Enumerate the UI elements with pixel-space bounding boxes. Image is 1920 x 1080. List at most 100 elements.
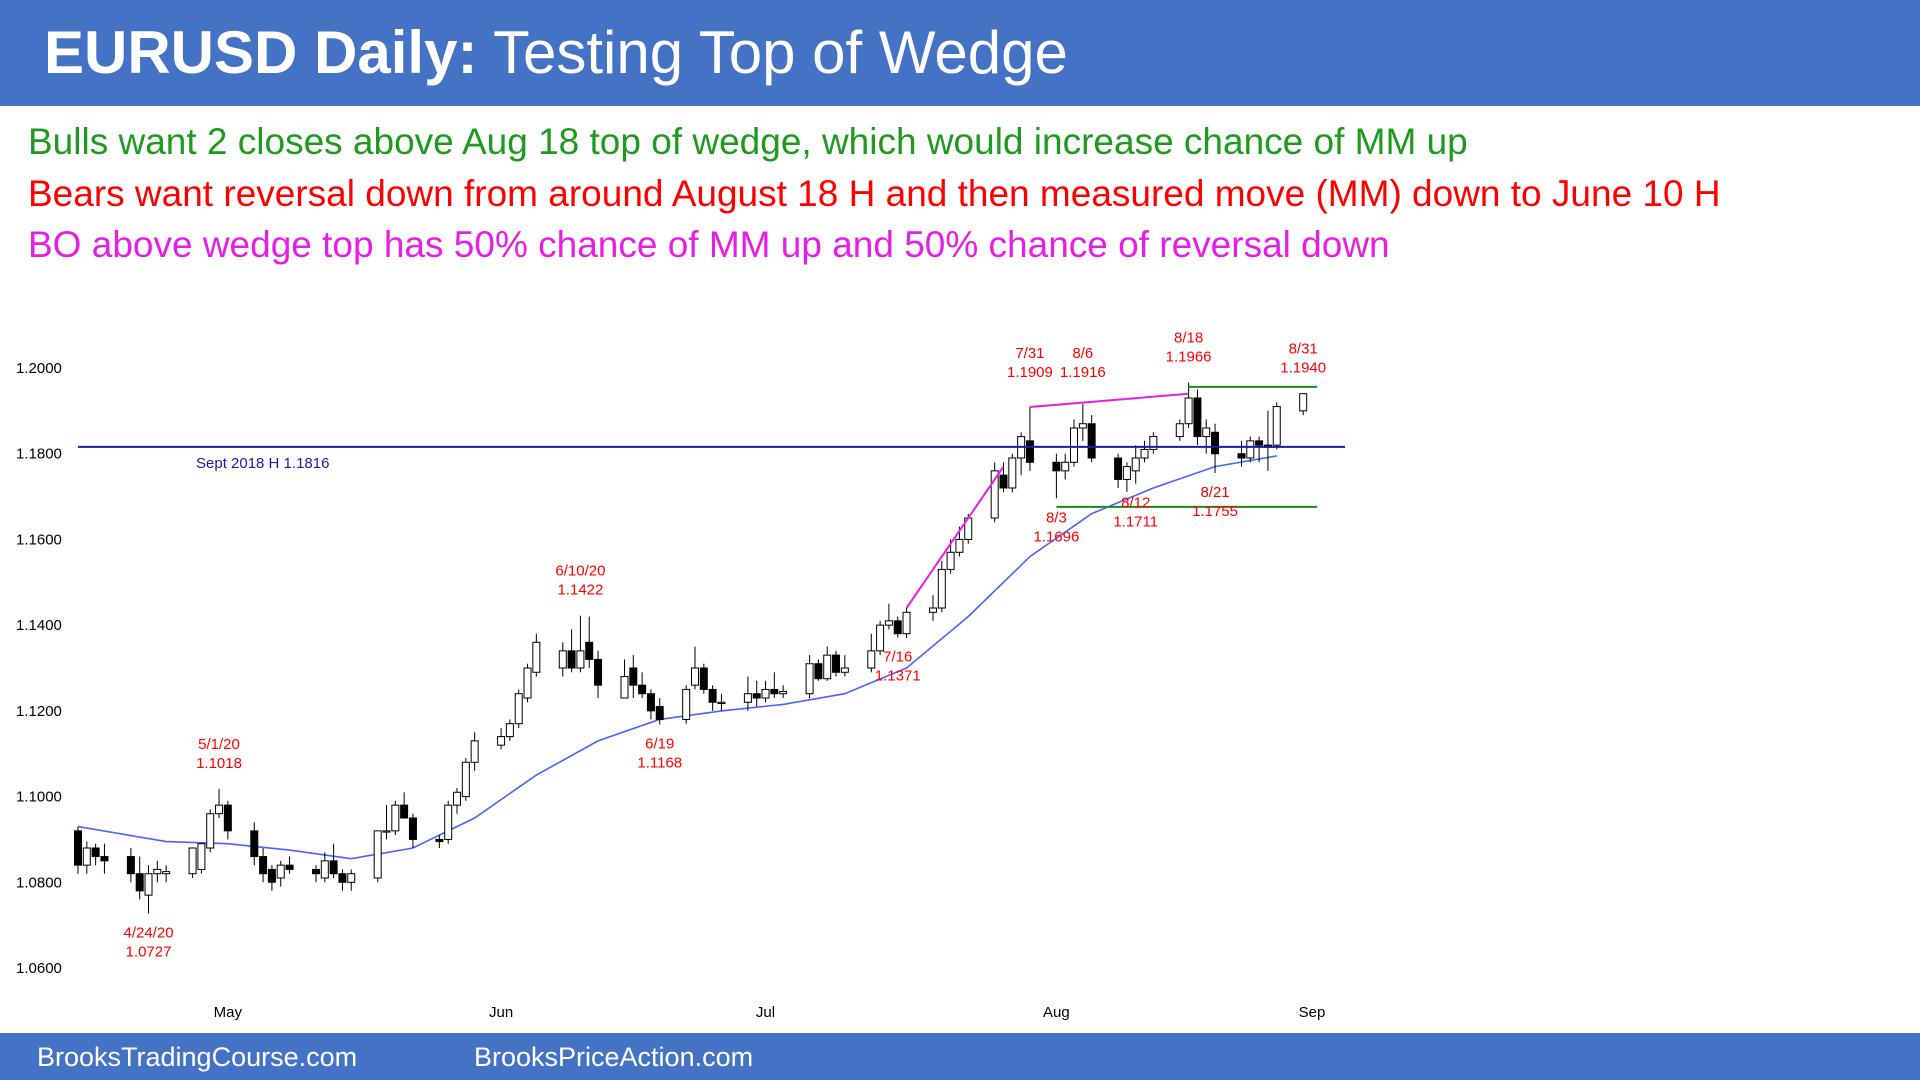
candle (1017, 432, 1026, 476)
candle-body (691, 667, 699, 686)
candle (162, 865, 171, 883)
candle (1131, 445, 1140, 484)
price-annotation: 7/31 1.1909 (1007, 345, 1053, 381)
price-annotation: 6/10/20 1.1422 (555, 563, 605, 599)
candle-body (223, 804, 232, 832)
candle (805, 655, 814, 698)
candle (743, 676, 752, 711)
candle-body (823, 654, 832, 680)
candle-body (259, 856, 268, 875)
annotation-price: 1.1755 (1192, 503, 1238, 520)
candle (1052, 453, 1061, 499)
annotation-price: 1.1168 (637, 755, 682, 772)
wedge-trendline (905, 466, 1005, 609)
candle (382, 805, 391, 840)
candle (505, 719, 514, 741)
candle-body (1184, 397, 1193, 425)
candle (135, 856, 144, 900)
candle (347, 869, 356, 891)
candle (435, 835, 444, 848)
candle (320, 852, 329, 883)
annotation-date: 8/18 (1174, 330, 1203, 347)
candle (206, 809, 215, 853)
candle-body (285, 864, 294, 870)
candle (928, 595, 937, 621)
annotation-date: 5/1/20 (198, 736, 240, 753)
price-annotation: 6/19 1.1168 (637, 736, 682, 772)
candle-body (629, 667, 638, 686)
candle-body (74, 830, 82, 866)
price-annotation: 4/24/20 1.0727 (123, 925, 173, 961)
candle (876, 620, 885, 656)
candle (373, 830, 382, 883)
candle-body (752, 693, 761, 699)
candle (832, 650, 841, 677)
candle (752, 680, 761, 707)
candle-body (1237, 453, 1246, 459)
candle-body (391, 804, 400, 832)
candle-body (928, 607, 937, 613)
candle-body (1193, 397, 1202, 438)
candle (91, 843, 100, 866)
candle (215, 788, 224, 818)
candle-body (1140, 448, 1149, 459)
candle (567, 629, 576, 673)
candle (1175, 419, 1184, 441)
annotation-date: 7/16 (883, 649, 912, 666)
candle-body (567, 650, 576, 669)
candle (823, 646, 832, 681)
candle-body (937, 568, 946, 609)
candle-body (638, 684, 647, 695)
candle-body (144, 873, 153, 896)
candle (867, 633, 876, 673)
candle (144, 865, 153, 914)
candle (470, 732, 479, 771)
x-tick-label: Jun (489, 1004, 513, 1021)
candle (1070, 419, 1079, 467)
candle (655, 698, 664, 725)
annotation-price: 1.1966 (1166, 349, 1212, 366)
candle (126, 848, 135, 883)
candle (1299, 393, 1308, 416)
candle (1211, 423, 1220, 473)
candle-body (215, 804, 224, 815)
annotation-date: 6/19 (645, 736, 674, 753)
candle (514, 689, 523, 728)
annotation-price: 1.1422 (557, 582, 603, 599)
candle (329, 843, 338, 878)
candle (1237, 440, 1246, 467)
candle (990, 462, 999, 523)
candle-body (646, 693, 655, 712)
candle (585, 616, 594, 668)
candle-body (743, 693, 752, 703)
footer-site-left: BrooksTradingCourse.com (37, 1042, 358, 1072)
candle-body (699, 667, 708, 690)
candle-body (814, 663, 823, 680)
candle (1149, 432, 1158, 454)
candle (285, 856, 294, 874)
candle (532, 633, 541, 677)
candle (646, 689, 655, 720)
candle-body (999, 474, 1008, 489)
candle (1122, 462, 1131, 492)
candle (1061, 453, 1070, 480)
candle (1078, 404, 1087, 441)
candle-body (514, 693, 523, 725)
footer-bar: BrooksTradingCourse.com BrooksPriceActio… (0, 1033, 1920, 1080)
annotation-date: 8/6 (1072, 345, 1093, 362)
candle-body (893, 620, 902, 635)
candle-body (832, 654, 841, 673)
candle-body (461, 761, 470, 798)
candle-body (373, 830, 382, 879)
x-tick-label: Sep (1299, 1004, 1326, 1021)
y-tick-label: 1.1200 (16, 703, 62, 720)
candle (408, 813, 417, 848)
candle-body (126, 856, 135, 875)
candle-body (1052, 461, 1061, 472)
candle-body (1070, 427, 1079, 463)
candle (1114, 453, 1123, 488)
candle-body (153, 868, 162, 875)
candle (814, 659, 823, 681)
candle-body (840, 667, 849, 673)
candle (74, 826, 82, 874)
